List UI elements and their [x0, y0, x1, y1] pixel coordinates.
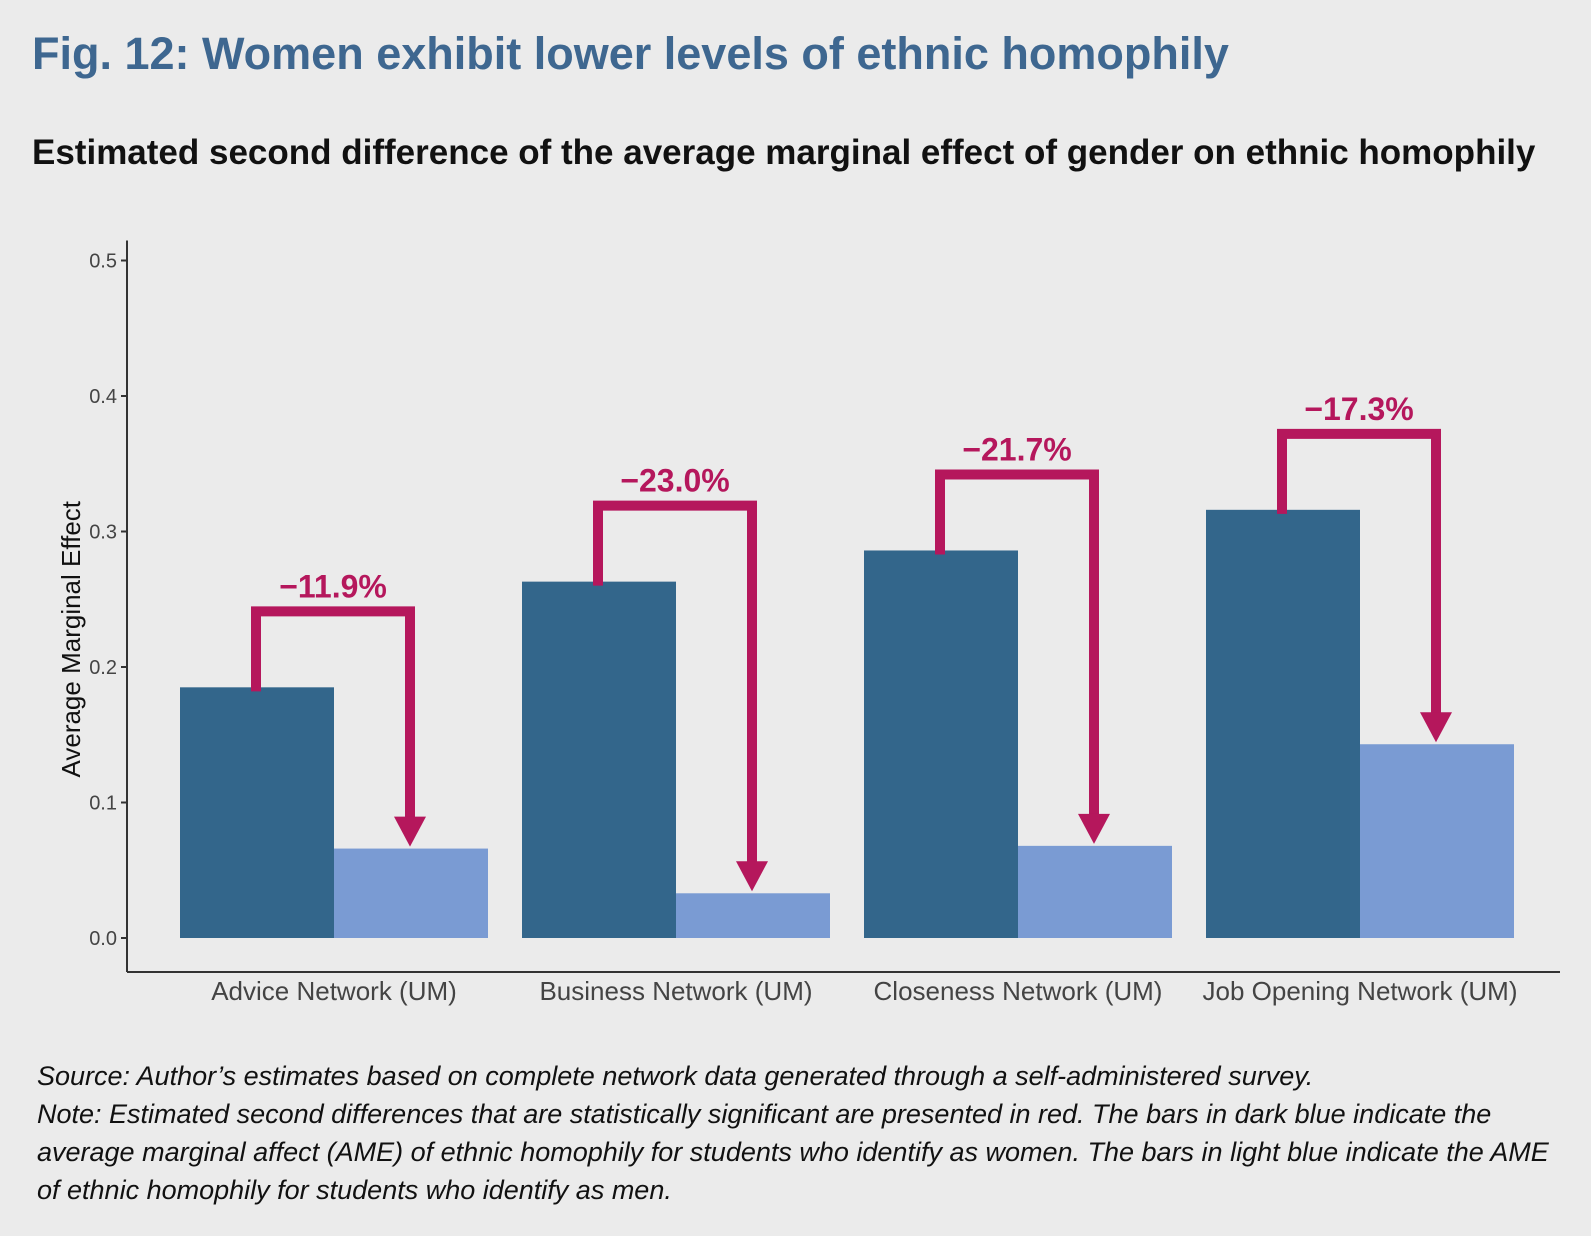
y-tick-label: 0.0: [89, 928, 117, 950]
y-tick-label: 0.2: [89, 657, 117, 679]
bar-series-1: [1206, 509, 1360, 938]
difference-label: −23.0%: [620, 463, 729, 499]
bar-series-2: [1018, 845, 1172, 938]
x-tick-label: Closeness Network (UM): [874, 976, 1163, 1006]
arrow-head: [1420, 712, 1452, 743]
y-tick-label: 0.1: [89, 793, 117, 815]
figure-title: Fig. 12: Women exhibit lower levels of e…: [32, 28, 1229, 79]
arrow-head: [394, 816, 426, 847]
note-text: Note: Estimated second differences that …: [37, 1099, 1549, 1205]
arrow-head: [1078, 813, 1110, 844]
bar-chart: 0.0 0.1 0.2 0.3 0.4 0.5 Advice Network (UM) Bus…: [56, 240, 1560, 1006]
source-note: Source: Author’s estimates based on comp…: [37, 1061, 1314, 1091]
figure-notes: Source: Author’s estimates based on comp…: [37, 1057, 1567, 1209]
difference-label: −11.9%: [279, 568, 387, 604]
bar-series-1: [180, 687, 334, 938]
arrow-head: [736, 861, 768, 892]
difference-arrow: [935, 469, 1099, 816]
bar-series-2: [334, 848, 488, 938]
bar-series-2: [676, 893, 830, 938]
difference-arrow: [251, 606, 415, 819]
figure-subtitle: Estimated second difference of the avera…: [32, 133, 1536, 172]
x-tick-label: Job Opening Network (UM): [1203, 976, 1518, 1006]
chart-bars: [180, 509, 1514, 938]
bar-series-1: [864, 550, 1018, 938]
difference-label: −21.7%: [962, 431, 1071, 467]
chart-axes: 0.0 0.1 0.2 0.3 0.4 0.5 Advice Network (UM) Bus…: [89, 240, 1560, 1006]
bar-series-1: [522, 581, 676, 938]
x-tick-label: Advice Network (UM): [211, 976, 457, 1006]
difference-arrow: [1277, 428, 1441, 715]
y-tick-label: 0.3: [89, 522, 117, 544]
y-tick-label: 0.4: [89, 386, 117, 408]
difference-label: −17.3%: [1304, 391, 1413, 427]
chart-annotations: −11.9% −23.0% −21.7% −17.3%: [251, 391, 1452, 892]
x-tick-label: Business Network (UM): [539, 976, 812, 1006]
bar-series-2: [1360, 744, 1514, 938]
y-axis-label: Average Marginal Effect: [56, 500, 86, 777]
difference-arrow: [593, 500, 757, 864]
y-tick-label: 0.5: [89, 251, 117, 273]
